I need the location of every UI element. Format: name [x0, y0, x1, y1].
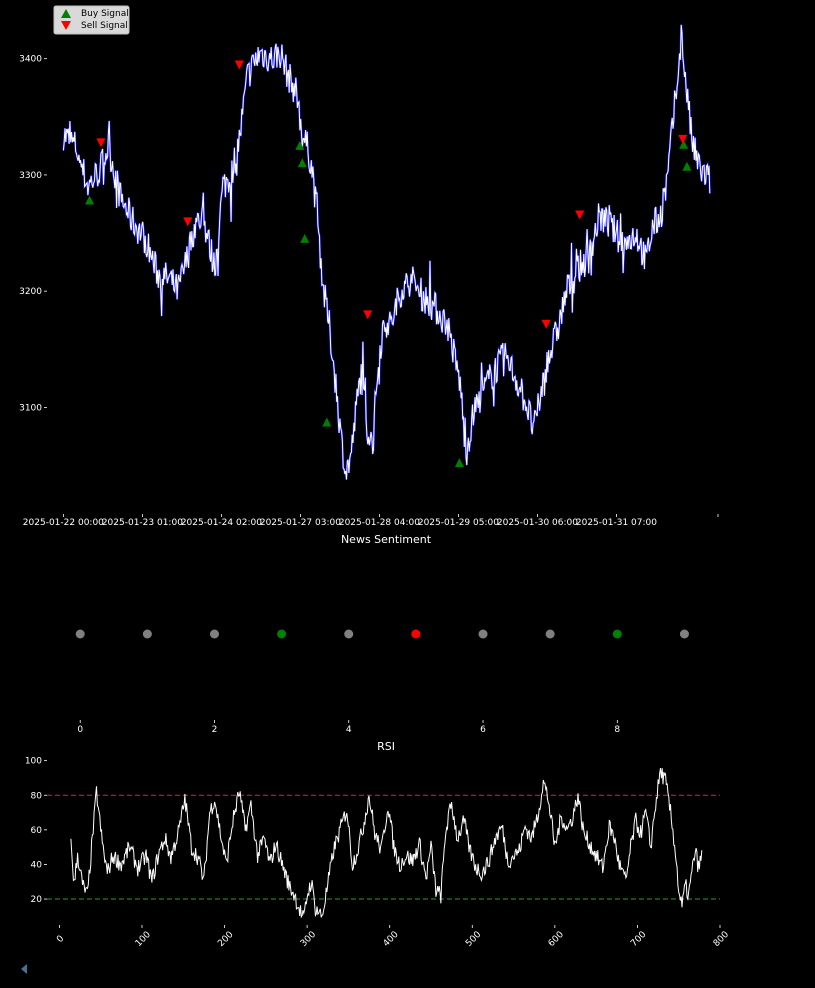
- price-x-tick-label: 2025-01-31 07:00: [576, 518, 657, 528]
- legend-buy-label: Buy Signal: [81, 9, 129, 19]
- price-y-tick-label: 3300: [19, 171, 42, 181]
- price-series-line: [62, 24, 711, 480]
- sentiment-x-tick-label: 4: [346, 725, 352, 735]
- sentiment-point-positive: [277, 629, 287, 639]
- sell-signal-marker: [96, 138, 106, 148]
- price-x-tick-label: 2025-01-29 05:00: [418, 518, 499, 528]
- rsi-y-tick-label: 80: [31, 791, 43, 801]
- buy-signal-marker: [297, 158, 307, 168]
- sentiment-points: [75, 629, 689, 639]
- buy-signal-marker: [682, 161, 692, 171]
- sentiment-x-tick-label: 2: [212, 725, 218, 735]
- price-y-tick-label: 3200: [19, 287, 42, 297]
- sentiment-point-positive: [612, 629, 622, 639]
- price-x-tick-label: 2025-01-24 02:00: [181, 518, 262, 528]
- buy-signal-markers: [85, 139, 692, 468]
- rsi-y-tick-label: 100: [25, 757, 42, 767]
- news-sentiment-panel: News Sentiment 0 2 4 6 8: [75, 533, 689, 735]
- sell-signal-marker: [541, 319, 551, 329]
- sell-signal-marker: [234, 60, 244, 70]
- price-x-tick-label: 2025-01-23 01:00: [102, 518, 183, 528]
- buy-signal-marker: [679, 139, 689, 149]
- sell-signal-marker: [183, 217, 193, 227]
- sell-signal-markers: [96, 60, 688, 329]
- sell-signal-marker: [575, 210, 585, 220]
- news-sentiment-title: News Sentiment: [341, 533, 432, 546]
- sentiment-x-tick-label: 6: [480, 725, 486, 735]
- price-y-axis: 3100 3200 3300 3400: [19, 55, 47, 413]
- price-x-tick-label: 2025-01-30 06:00: [497, 518, 578, 528]
- sentiment-point-neutral: [679, 629, 689, 639]
- sell-signal-marker: [678, 134, 688, 144]
- legend-sell-marker: [61, 21, 71, 30]
- legend-box: [53, 5, 130, 35]
- triangle-left-icon[interactable]: [20, 963, 30, 975]
- price-x-tick-label: 2025-01-28 04:00: [339, 518, 420, 528]
- rsi-y-tick-label: 20: [31, 895, 43, 905]
- buy-signal-marker: [85, 195, 95, 205]
- legend: Buy Signal Sell Signal: [53, 5, 130, 35]
- sell-signal-marker: [363, 310, 373, 320]
- buy-signal-marker: [322, 417, 332, 427]
- rsi-title: RSI: [377, 740, 395, 753]
- sentiment-point-negative: [411, 629, 421, 639]
- buy-signal-marker: [454, 458, 464, 468]
- sentiment-point-neutral: [209, 629, 219, 639]
- legend-sell-label: Sell Signal: [81, 21, 128, 31]
- rsi-y-tick-label: 40: [31, 860, 43, 870]
- legend-buy-marker: [61, 9, 71, 18]
- sentiment-point-neutral: [75, 629, 85, 639]
- sentiment-point-neutral: [344, 629, 354, 639]
- rsi-y-tick-label: 60: [31, 826, 43, 836]
- price-y-tick-label: 3400: [19, 55, 42, 65]
- sentiment-x-tick-label: 0: [77, 725, 83, 735]
- buy-signal-marker: [295, 140, 305, 150]
- sentiment-point-neutral: [545, 629, 555, 639]
- sentiment-point-neutral: [478, 629, 488, 639]
- rsi-series-line: [70, 768, 703, 919]
- sentiment-point-neutral: [142, 629, 152, 639]
- sentiment-x-axis: 0 2 4 6 8: [77, 720, 620, 735]
- price-y-tick-label: 3100: [19, 403, 42, 413]
- rsi-y-axis: 20 40 60 80 100: [25, 757, 47, 905]
- buy-signal-marker: [300, 233, 310, 243]
- sentiment-x-tick-label: 8: [614, 725, 620, 735]
- price-x-tick-label: 2025-01-22 00:00: [23, 518, 104, 528]
- price-x-tick-label: 2025-01-27 03:00: [260, 518, 341, 528]
- rsi-x-tick-label: 0: [55, 934, 66, 945]
